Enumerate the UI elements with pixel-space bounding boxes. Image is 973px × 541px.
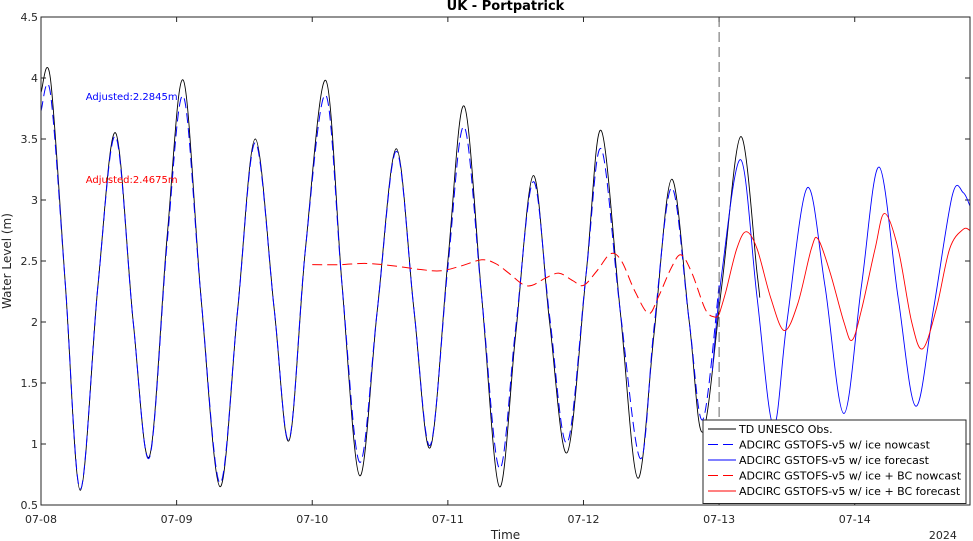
series-line-2 [41, 83, 720, 490]
y-tick-label: 3.5 [21, 133, 39, 146]
y-tick-label: 3 [31, 194, 38, 207]
x-tick-label: 07-13 [703, 513, 735, 526]
y-tick-label: 4.5 [21, 11, 39, 24]
x-axis-label: Time [490, 528, 520, 541]
x-tick-label: 07-14 [839, 513, 871, 526]
legend-entry-label: ADCIRC GSTOFS-v5 w/ ice + BC nowcast [739, 470, 962, 483]
y-tick-label: 1.5 [21, 377, 39, 390]
y-tick-label: 2 [31, 316, 38, 329]
plot-frame [40, 16, 971, 506]
x-tick-label: 07-12 [567, 513, 599, 526]
chart-title: UK - Portpatrick [447, 0, 565, 14]
x-tick-label: 07-10 [296, 513, 328, 526]
adjusted-annotation: Adjusted:2.4675m [86, 175, 178, 186]
year-label: 2024 [929, 529, 957, 541]
legend: TD UNESCO Obs. ADCIRC GSTOFS-v5 w/ ice no… [702, 419, 967, 504]
x-tick-label: 07-09 [161, 513, 193, 526]
y-tick-label: 2.5 [21, 255, 39, 268]
series-line-5 [718, 212, 970, 350]
series-line-1 [41, 67, 761, 491]
legend-box [702, 419, 967, 504]
legend-entry-label: ADCIRC GSTOFS-v5 w/ ice nowcast [739, 439, 931, 452]
y-tick-label: 1 [31, 438, 38, 451]
x-tick-label: 07-08 [25, 513, 57, 526]
series-line-3 [711, 159, 970, 427]
legend-entry-label: TD UNESCO Obs. [738, 423, 833, 436]
y-axis-label: Water Level (m) [0, 213, 14, 309]
y-tick-label: 0.5 [21, 499, 39, 512]
series-line-4 [312, 252, 720, 318]
legend-entry-label: ADCIRC GSTOFS-v5 w/ ice + BC forecast [739, 485, 961, 498]
x-tick-label: 07-11 [432, 513, 464, 526]
adjusted-annotation: Adjusted:2.2845m [86, 92, 178, 103]
y-tick-label: 4 [31, 72, 38, 85]
legend-entry-label: ADCIRC GSTOFS-v5 w/ ice forecast [739, 454, 930, 467]
